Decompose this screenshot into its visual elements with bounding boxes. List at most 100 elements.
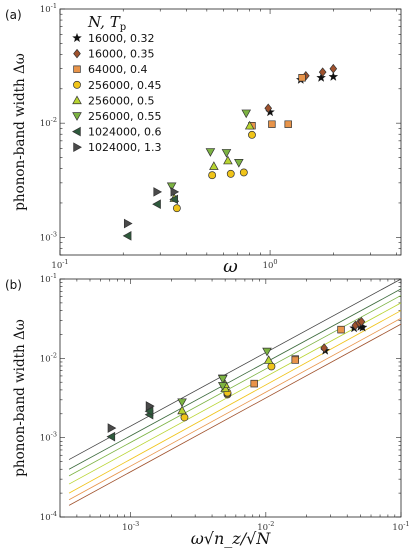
data-point <box>263 355 274 364</box>
data-point <box>320 343 328 353</box>
plot-frame <box>59 8 402 256</box>
data-point <box>166 182 177 192</box>
x-tick-label: 10-1 <box>51 258 68 271</box>
fit-lines <box>68 279 401 506</box>
series-2 <box>248 74 306 130</box>
axis-ticks <box>59 278 402 518</box>
panel-label: (b) <box>5 278 22 292</box>
y-axis-label: phonon-band width Δω <box>12 53 28 211</box>
legend-marker <box>73 142 82 152</box>
data-point <box>244 120 255 130</box>
fit-line-6 <box>68 323 401 506</box>
fit-line-3 <box>68 302 401 485</box>
data-point <box>145 401 155 411</box>
x-tick-label: 100 <box>263 258 278 271</box>
legend-marker <box>72 32 82 43</box>
data-point <box>144 406 154 417</box>
fit-line-1 <box>68 288 401 470</box>
x-axis-label: ω√n_z/√N <box>191 529 272 548</box>
data-point <box>217 375 228 384</box>
y-tick-label: 10-3 <box>40 230 57 243</box>
data-point <box>153 187 163 197</box>
series-2 <box>250 325 345 388</box>
series-1 <box>264 63 338 114</box>
data-point <box>226 169 235 178</box>
data-point <box>264 103 273 114</box>
series-3 <box>172 130 256 213</box>
data-point <box>318 67 327 77</box>
data-point <box>205 148 216 157</box>
data-point <box>180 413 189 422</box>
legend-marker <box>72 95 82 105</box>
data-point <box>328 71 339 81</box>
legend-entry: 16000, 0.32 <box>88 32 154 45</box>
data-point <box>170 187 180 197</box>
data-point <box>217 382 228 391</box>
data-point <box>268 120 276 128</box>
data-point <box>329 63 338 74</box>
fit-line-0 <box>68 279 401 460</box>
data-point <box>169 194 179 205</box>
data-point <box>221 149 232 158</box>
y-axis-label: phonon-band width Δω <box>12 319 28 477</box>
y-tick-label: 10-2 <box>40 116 57 129</box>
y-tick-label: 10-2 <box>40 351 57 364</box>
data-point <box>107 423 117 433</box>
legend-entry: 256000, 0.45 <box>88 79 161 92</box>
data-point <box>267 362 276 371</box>
legend-title: N, Tp <box>87 13 126 33</box>
legend-marker <box>72 126 81 137</box>
series-5 <box>177 347 272 408</box>
legend-entry: 1024000, 0.6 <box>88 126 161 139</box>
legend-entry: 256000, 0.5 <box>88 94 154 107</box>
series-7 <box>123 187 180 229</box>
legend-marker <box>73 65 81 73</box>
data-point <box>106 431 116 442</box>
panel-label: (a) <box>5 8 22 22</box>
y-tick-label: 10-4 <box>40 510 57 523</box>
x-tick-label: 10-3 <box>122 520 139 533</box>
data-point <box>291 356 299 364</box>
x-tick-label: 10-1 <box>392 520 409 533</box>
x-axis-label: ω <box>223 256 238 277</box>
series-7 <box>107 401 155 433</box>
data-point <box>262 347 272 357</box>
data-point <box>248 130 256 139</box>
fit-line-5 <box>68 317 401 501</box>
data-point <box>357 316 366 327</box>
data-point <box>239 168 248 177</box>
data-point <box>337 325 345 334</box>
legend-marker <box>73 48 81 59</box>
data-point <box>172 204 181 213</box>
fit-line-2 <box>68 295 401 477</box>
data-point <box>152 199 161 210</box>
data-point <box>177 405 187 415</box>
legend-entry: 16000, 0.35 <box>88 48 154 61</box>
data-point <box>223 155 233 165</box>
panel-a: 10-1 100 10-3 10-2 10-1 (a) phonon-band width … <box>5 2 402 277</box>
data-point <box>241 109 252 119</box>
data-point <box>234 159 244 168</box>
y-tick-label: 10-1 <box>40 2 57 15</box>
data-point <box>177 398 187 408</box>
data-point <box>209 161 219 170</box>
plot-frame <box>59 278 402 518</box>
y-tick-label: 10-1 <box>40 272 57 285</box>
data-point <box>284 120 292 128</box>
y-tick-label: 10-3 <box>40 431 57 444</box>
series-6 <box>106 406 154 442</box>
data-point <box>208 171 217 180</box>
data-point <box>316 72 326 82</box>
series-6 <box>122 194 179 241</box>
legend-marker <box>73 80 81 89</box>
panel-b: 10-3 10-2 10-110-410-310-210-1(b)phonon-ba… <box>5 272 410 548</box>
data-point <box>122 231 132 241</box>
legend-entry: 256000, 0.55 <box>88 110 161 123</box>
axis-ticks <box>59 8 401 256</box>
fit-line-4 <box>68 310 401 494</box>
data-point <box>123 218 133 229</box>
legend-entry: 1024000, 1.3 <box>88 141 161 154</box>
data-point <box>250 379 258 388</box>
